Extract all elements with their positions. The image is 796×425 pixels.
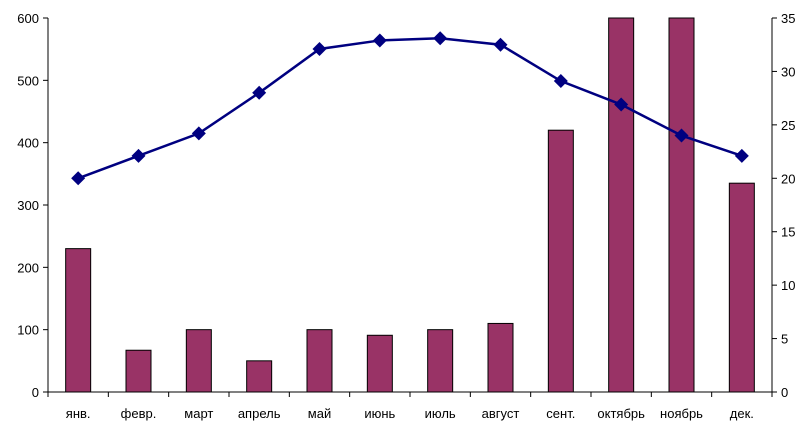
category-label: август — [482, 406, 520, 421]
bar-12 — [728, 182, 755, 393]
temperature-point-5 — [312, 41, 327, 56]
left-tick-label: 100 — [17, 323, 39, 338]
right-tick-label: 5 — [781, 332, 788, 347]
right-tick-label: 0 — [781, 385, 788, 400]
category-label: сент. — [546, 406, 575, 421]
category-label: апрель — [238, 406, 281, 421]
category-label: июнь — [364, 406, 395, 421]
category-labels: янв. февр. март апрель май июнь июль август сент… — [47, 392, 773, 421]
left-tick-label: 200 — [17, 260, 39, 275]
temperature-point-10 — [614, 97, 629, 112]
right-tick-label: 35 — [781, 11, 795, 26]
bar-6 — [366, 334, 393, 393]
temperature-line-path — [77, 37, 743, 180]
bar-2 — [125, 349, 152, 393]
axes — [47, 18, 773, 393]
category-label: май — [308, 406, 331, 421]
bar-1 — [65, 248, 92, 393]
right-tick-label: 25 — [781, 118, 795, 133]
bar-3 — [185, 329, 212, 393]
temperature-point-9 — [553, 74, 568, 89]
category-label: ноябрь — [660, 406, 703, 421]
bar-11 — [668, 17, 695, 393]
temperature-point-3 — [191, 126, 206, 141]
precipitation-bars — [65, 17, 755, 393]
bar-5 — [306, 329, 333, 393]
right-tick-label: 10 — [781, 278, 795, 293]
temperature-point-6 — [372, 33, 387, 48]
left-axis-ticks: 0 100 200 300 400 500 600 — [17, 11, 48, 400]
left-tick-label: 300 — [17, 198, 39, 213]
bar-4 — [246, 360, 273, 393]
temperature-point-11 — [674, 128, 689, 143]
right-axis-ticks: 0 5 10 15 20 25 30 35 — [772, 11, 795, 400]
left-tick-label: 0 — [32, 385, 39, 400]
category-label: февр. — [121, 406, 157, 421]
temperature-point-2 — [131, 148, 146, 163]
right-tick-label: 15 — [781, 225, 795, 240]
category-label: июль — [425, 406, 456, 421]
bar-9 — [547, 129, 574, 393]
bar-8 — [487, 322, 514, 393]
category-label: дек. — [730, 406, 754, 421]
right-tick-label: 20 — [781, 171, 795, 186]
bar-10 — [608, 17, 635, 393]
temperature-point-1 — [71, 171, 86, 186]
right-tick-label: 30 — [781, 64, 795, 79]
left-tick-label: 600 — [17, 11, 39, 26]
temperature-point-12 — [734, 148, 749, 163]
left-tick-label: 400 — [17, 136, 39, 151]
category-label: октябрь — [597, 406, 645, 421]
bar-7 — [427, 329, 454, 393]
temperature-line — [71, 31, 749, 186]
category-label: янв. — [66, 406, 91, 421]
left-tick-label: 500 — [17, 73, 39, 88]
category-label: март — [184, 406, 213, 421]
temperature-point-7 — [433, 31, 448, 46]
temperature-point-4 — [252, 85, 267, 100]
temperature-point-8 — [493, 37, 508, 52]
